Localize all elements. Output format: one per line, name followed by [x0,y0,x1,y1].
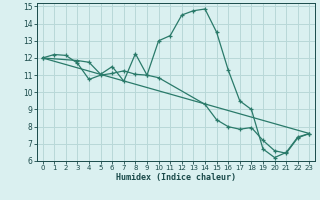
X-axis label: Humidex (Indice chaleur): Humidex (Indice chaleur) [116,173,236,182]
